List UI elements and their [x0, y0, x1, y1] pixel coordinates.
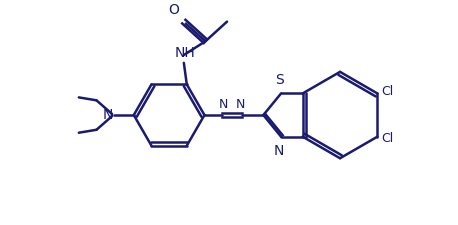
Text: S: S	[275, 73, 284, 87]
Text: N: N	[218, 98, 228, 111]
Text: Cl: Cl	[382, 132, 393, 145]
Text: N: N	[236, 98, 245, 111]
Text: N: N	[103, 108, 113, 122]
Text: Cl: Cl	[382, 85, 393, 98]
Text: N: N	[274, 144, 284, 158]
Text: NH: NH	[174, 46, 195, 60]
Text: O: O	[168, 3, 179, 17]
